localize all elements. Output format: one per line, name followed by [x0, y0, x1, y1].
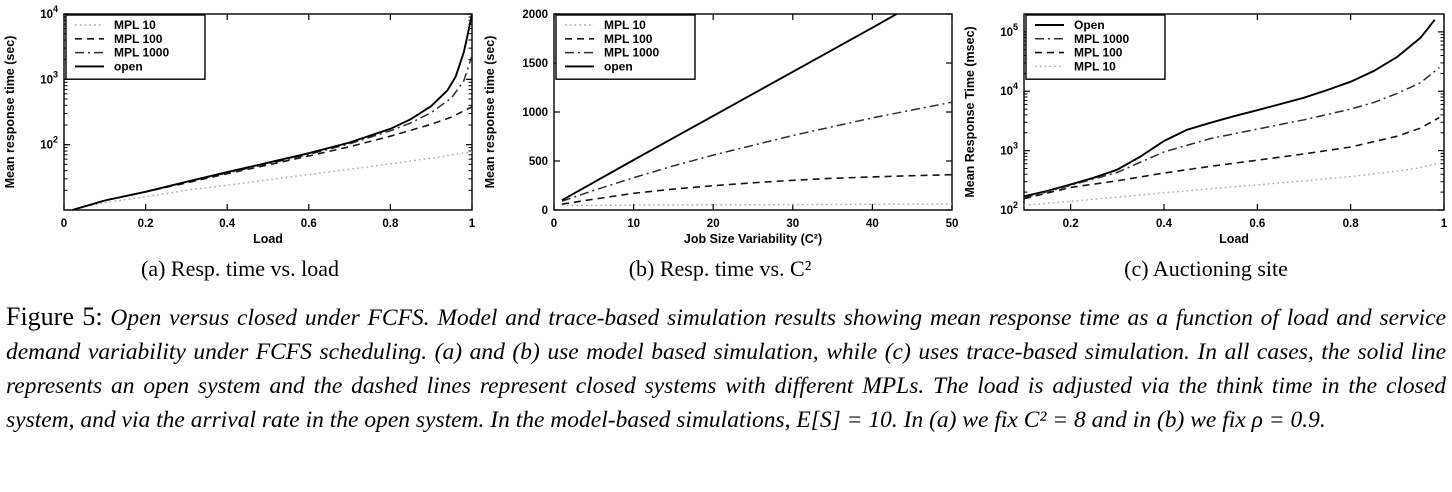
svg-text:105: 105: [1000, 22, 1018, 39]
svg-text:1: 1: [1441, 218, 1448, 230]
subcaption-a: (a) Resp. time vs. load: [141, 256, 339, 281]
svg-text:0: 0: [551, 218, 557, 230]
svg-text:MPL 10: MPL 10: [114, 18, 156, 32]
svg-text:500: 500: [529, 156, 548, 168]
chart-b-resp-time-vs-c2: 0 10 20 30 40 50 0 500 1000 1500 2000 MPL 10 MPL 100…: [480, 0, 960, 282]
figure-5: 0 0.2 0.4 0.6 0.8 1 102 103 104 MPL 10 MPL 100 MPL …: [0, 0, 1452, 437]
svg-text:10: 10: [627, 218, 640, 230]
svg-text:0.4: 0.4: [219, 218, 236, 230]
svg-text:Load: Load: [253, 232, 283, 246]
svg-text:open: open: [114, 59, 143, 73]
svg-text:0.2: 0.2: [1063, 218, 1079, 230]
svg-text:104: 104: [40, 4, 58, 21]
svg-text:0.4: 0.4: [1156, 218, 1173, 230]
svg-text:0.6: 0.6: [301, 218, 317, 230]
chart-c-auctioning-site: 0.2 0.4 0.6 0.8 1 102 103 104 105 Open MPL 1000 MPL…: [960, 0, 1452, 282]
svg-text:MPL 10: MPL 10: [1074, 59, 1116, 73]
svg-text:Load: Load: [1219, 232, 1249, 246]
caption-label: Figure 5:: [6, 302, 103, 331]
svg-text:Mean response time (sec): Mean response time (sec): [3, 36, 17, 189]
svg-text:0.8: 0.8: [1343, 218, 1360, 230]
svg-text:2000: 2000: [522, 9, 548, 21]
svg-text:MPL 1000: MPL 1000: [114, 46, 169, 60]
charts-row: 0 0.2 0.4 0.6 0.8 1 102 103 104 MPL 10 MPL 100 MPL …: [0, 0, 1452, 282]
svg-text:0.6: 0.6: [1249, 218, 1265, 230]
svg-text:1500: 1500: [522, 58, 548, 70]
svg-text:0.8: 0.8: [382, 218, 399, 230]
svg-text:MPL 100: MPL 100: [604, 32, 653, 46]
svg-text:Job Size Variability (C²): Job Size Variability (C²): [684, 232, 822, 246]
svg-text:102: 102: [40, 135, 58, 152]
svg-text:20: 20: [707, 218, 720, 230]
svg-text:40: 40: [866, 218, 879, 230]
svg-text:103: 103: [1000, 141, 1018, 158]
svg-text:MPL 1000: MPL 1000: [604, 46, 659, 60]
svg-text:30: 30: [786, 218, 799, 230]
svg-text:MPL 10: MPL 10: [604, 18, 646, 32]
svg-text:0: 0: [61, 218, 67, 230]
svg-text:0.2: 0.2: [138, 218, 154, 230]
svg-text:1: 1: [469, 218, 476, 230]
figure-caption: Figure 5: Open versus closed under FCFS.…: [0, 300, 1452, 437]
svg-text:103: 103: [40, 69, 58, 86]
svg-text:MPL 1000: MPL 1000: [1074, 32, 1129, 46]
svg-text:Open: Open: [1074, 18, 1105, 32]
caption-text: Open versus closed under FCFS. Model and…: [6, 305, 1446, 433]
svg-text:open: open: [604, 59, 633, 73]
svg-text:102: 102: [1000, 200, 1018, 217]
svg-text:50: 50: [946, 218, 959, 230]
svg-text:104: 104: [1000, 81, 1018, 98]
subcaption-b: (b) Resp. time vs. C²: [628, 256, 812, 281]
svg-text:Mean Response Time (msec): Mean Response Time (msec): [963, 26, 977, 197]
svg-text:MPL 100: MPL 100: [1074, 46, 1123, 60]
svg-text:Mean response time (sec): Mean response time (sec): [483, 36, 497, 189]
svg-text:1000: 1000: [522, 107, 548, 119]
subcaption-c: (c) Auctioning site: [1124, 256, 1288, 281]
svg-text:0: 0: [542, 205, 548, 217]
svg-text:MPL 100: MPL 100: [114, 32, 163, 46]
chart-a-resp-time-vs-load: 0 0.2 0.4 0.6 0.8 1 102 103 104 MPL 10 MPL 100 MPL …: [0, 0, 480, 282]
